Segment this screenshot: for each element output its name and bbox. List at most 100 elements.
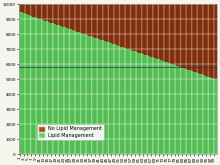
Bar xyxy=(86,35,88,154)
Bar xyxy=(92,37,94,154)
Bar xyxy=(94,4,96,38)
Bar xyxy=(56,4,58,25)
Bar xyxy=(150,57,152,154)
Bar xyxy=(182,68,183,154)
Bar xyxy=(35,17,37,154)
Bar xyxy=(166,62,168,154)
Bar xyxy=(46,4,48,21)
Bar xyxy=(38,19,40,154)
Bar xyxy=(50,4,52,23)
Bar xyxy=(100,4,102,40)
Bar xyxy=(104,4,106,41)
Bar xyxy=(108,42,110,154)
Bar xyxy=(33,16,35,154)
Bar xyxy=(170,64,172,154)
Bar xyxy=(100,40,102,154)
Bar xyxy=(144,4,146,55)
Bar xyxy=(114,4,116,45)
Bar xyxy=(134,4,136,51)
Bar xyxy=(106,4,108,42)
Bar xyxy=(128,4,130,49)
Bar xyxy=(148,4,150,56)
Bar xyxy=(58,4,60,25)
Bar xyxy=(174,4,176,65)
Bar xyxy=(174,65,176,154)
Bar xyxy=(88,4,90,36)
Bar xyxy=(205,76,207,154)
Bar xyxy=(37,18,38,154)
Bar xyxy=(94,38,96,154)
Bar xyxy=(164,62,166,154)
Bar xyxy=(18,4,20,12)
Bar xyxy=(152,4,154,57)
Bar xyxy=(215,79,217,154)
Bar xyxy=(98,39,100,154)
Bar xyxy=(114,45,116,154)
Bar xyxy=(178,4,180,66)
Bar xyxy=(60,26,62,154)
Bar xyxy=(37,4,38,18)
Bar xyxy=(38,4,40,19)
Bar xyxy=(116,45,118,154)
Bar xyxy=(156,59,158,154)
Bar xyxy=(136,4,138,52)
Bar xyxy=(166,4,168,62)
Bar xyxy=(110,43,112,154)
Bar xyxy=(98,4,100,39)
Bar xyxy=(80,33,82,154)
Bar xyxy=(33,4,35,16)
Bar xyxy=(193,4,195,72)
Bar xyxy=(26,15,28,154)
Bar xyxy=(70,30,72,154)
Bar xyxy=(52,23,54,154)
Bar xyxy=(176,4,178,66)
Bar xyxy=(138,53,140,154)
Bar xyxy=(42,4,44,20)
Bar xyxy=(187,70,189,154)
Bar xyxy=(54,24,56,154)
Bar xyxy=(124,48,126,154)
Bar xyxy=(126,4,128,49)
Bar xyxy=(82,4,84,34)
Bar xyxy=(154,4,156,58)
Bar xyxy=(72,4,74,30)
Bar xyxy=(201,4,203,74)
Bar xyxy=(62,4,64,27)
Bar xyxy=(24,14,26,154)
Bar xyxy=(146,55,148,154)
Bar xyxy=(48,22,50,154)
Bar xyxy=(183,4,185,68)
Bar xyxy=(172,64,174,154)
Bar xyxy=(88,36,90,154)
Bar xyxy=(178,66,180,154)
Bar xyxy=(162,4,164,61)
Legend: No Lipid Management, Lipid Management: No Lipid Management, Lipid Management xyxy=(37,124,104,140)
Bar xyxy=(35,4,37,17)
Bar xyxy=(183,68,185,154)
Bar xyxy=(160,60,162,154)
Bar xyxy=(78,32,80,154)
Bar xyxy=(207,4,209,77)
Bar xyxy=(209,77,211,154)
Bar xyxy=(191,71,193,154)
Bar xyxy=(148,56,150,154)
Bar xyxy=(199,74,201,154)
Bar xyxy=(201,74,203,154)
Bar xyxy=(189,70,191,154)
Bar xyxy=(96,4,98,38)
Bar xyxy=(44,4,46,21)
Bar xyxy=(72,30,74,154)
Bar xyxy=(215,4,217,79)
Bar xyxy=(185,4,187,69)
Bar xyxy=(199,4,201,74)
Bar xyxy=(48,4,50,22)
Bar xyxy=(64,4,66,27)
Bar xyxy=(92,4,94,37)
Bar xyxy=(205,4,207,76)
Bar xyxy=(211,78,213,154)
Bar xyxy=(128,49,130,154)
Bar xyxy=(28,4,31,15)
Bar xyxy=(152,57,154,154)
Bar xyxy=(140,53,142,154)
Bar xyxy=(209,4,211,77)
